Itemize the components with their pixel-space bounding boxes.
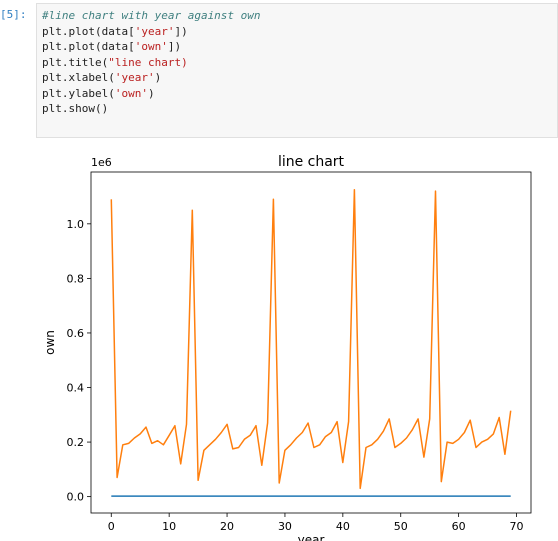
x-tick-label: 30 bbox=[278, 520, 292, 533]
y-tick-label: 0.8 bbox=[67, 272, 85, 285]
code-token: ) bbox=[154, 71, 162, 84]
x-tick-label: 40 bbox=[336, 520, 350, 533]
code-token: .xlabel( bbox=[61, 71, 115, 84]
code-token: 'year' bbox=[134, 24, 175, 38]
code-token: plt bbox=[42, 55, 62, 69]
code-token: plt bbox=[42, 86, 62, 100]
code-line: plt.plot(data['own']) bbox=[42, 39, 557, 55]
code-token: 'year' bbox=[114, 71, 155, 84]
code-token: 'own' bbox=[114, 86, 148, 100]
x-tick-label: 20 bbox=[220, 520, 234, 533]
code-token: .plot(data[ bbox=[61, 24, 135, 38]
code-token: ]) bbox=[174, 24, 188, 38]
code-token: 'own' bbox=[134, 40, 168, 53]
y-tick-label: 1.0 bbox=[67, 218, 85, 231]
code-token: plt bbox=[42, 71, 62, 84]
y-tick-label: 0.4 bbox=[67, 382, 85, 395]
code-token: plt bbox=[42, 102, 62, 115]
x-tick-label: 60 bbox=[452, 520, 466, 533]
code-token: plt bbox=[42, 24, 62, 38]
y-tick-label: 0.0 bbox=[67, 491, 85, 504]
code-token: .ylabel( bbox=[61, 86, 115, 100]
code-line: plt.show() bbox=[42, 101, 557, 117]
x-tick-label: 50 bbox=[394, 520, 408, 533]
code-token: ) bbox=[147, 86, 155, 100]
y-axis-label: own bbox=[43, 330, 57, 355]
x-tick-label: 10 bbox=[162, 520, 176, 533]
x-tick-label: 0 bbox=[108, 520, 115, 533]
code-comment: #line chart with year against own bbox=[42, 9, 261, 22]
code-token: ]) bbox=[167, 40, 182, 53]
y-tick-label: 0.6 bbox=[67, 327, 85, 340]
code-token: .show() bbox=[61, 102, 109, 115]
plot-frame bbox=[90, 171, 532, 514]
y-offset-label: 1e6 bbox=[91, 156, 112, 169]
code-line: plt.plot(data['year']) bbox=[42, 24, 557, 40]
chart-title: line chart bbox=[278, 154, 345, 170]
code-token: .plot(data[ bbox=[61, 40, 135, 53]
line-chart: line chart 1e6 0 10 20 30 40 50 60 70 0.0 0.2 0.4 0.6… bbox=[43, 154, 532, 541]
code-token: "line chart) bbox=[108, 55, 188, 69]
x-tick-label: 70 bbox=[510, 520, 524, 533]
code-token: plt bbox=[42, 40, 62, 53]
code-line: plt.ylabel('own') bbox=[42, 86, 557, 102]
code-line: plt.xlabel('year') bbox=[42, 70, 557, 86]
y-tick-label: 0.2 bbox=[67, 436, 85, 449]
code-token: .title( bbox=[61, 55, 109, 69]
code-line: plt.title("line chart) bbox=[42, 55, 557, 71]
x-axis-label: year bbox=[298, 533, 325, 541]
code-cell-editor[interactable]: #line chart with year against own plt.plo… bbox=[36, 3, 558, 138]
cell-prompt: [5]: bbox=[0, 8, 27, 21]
code-line: #line chart with year against own bbox=[42, 8, 557, 24]
series-line-own bbox=[110, 188, 512, 490]
